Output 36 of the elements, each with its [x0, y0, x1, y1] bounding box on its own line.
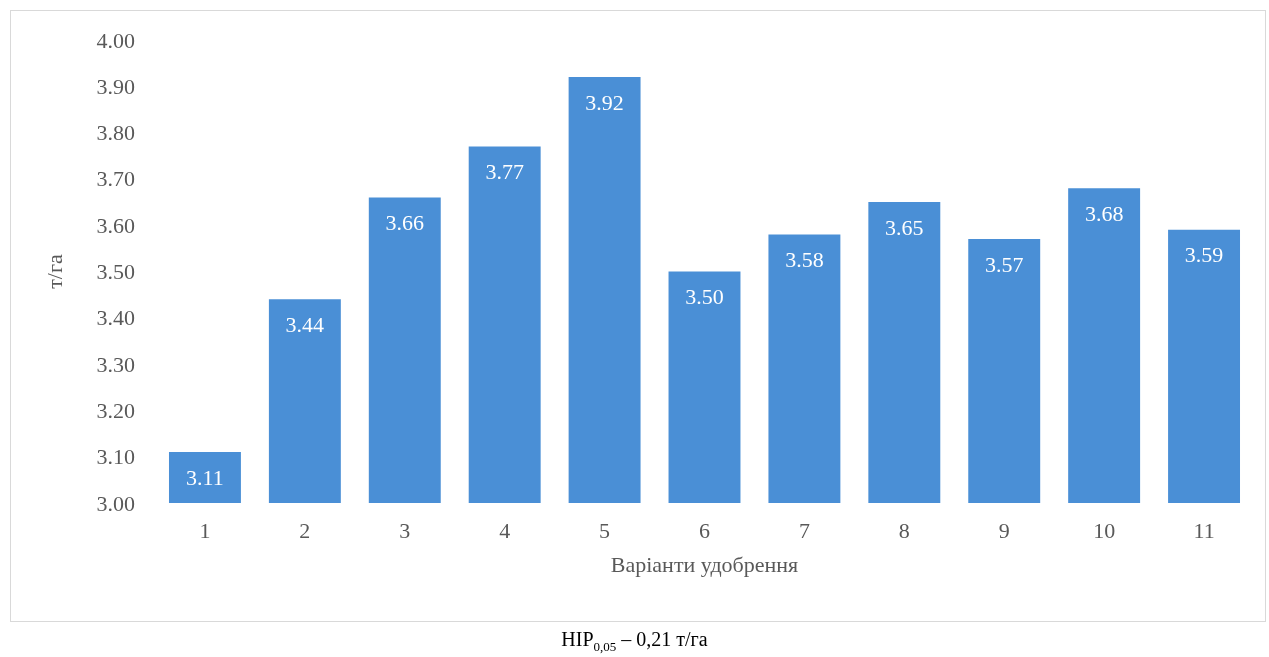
x-tick-label: 4 — [499, 517, 511, 543]
data-label: 3.50 — [685, 284, 724, 309]
data-label: 3.58 — [785, 246, 824, 272]
x-axis-title: Варіанти удобрення — [610, 551, 799, 577]
y-tick-label: 3.00 — [96, 490, 135, 516]
y-tick-label: 3.40 — [96, 305, 135, 331]
x-tick-label: 10 — [1093, 517, 1116, 543]
y-tick-label: 3.90 — [96, 73, 135, 99]
x-tick-label: 2 — [299, 517, 311, 543]
x-tick-label: 3 — [399, 517, 411, 543]
y-tick-label: 3.80 — [96, 120, 135, 146]
x-tick-label: 8 — [898, 517, 910, 543]
x-tick-label: 6 — [699, 517, 710, 543]
data-label: 3.57 — [984, 251, 1024, 277]
y-tick-label: 4.00 — [96, 27, 135, 53]
y-tick-label: 3.10 — [96, 444, 135, 470]
data-label: 3.92 — [585, 89, 624, 115]
data-label: 3.68 — [1084, 200, 1124, 226]
x-tick-label: 5 — [599, 517, 611, 543]
data-label: 3.66 — [385, 209, 425, 235]
x-tick-label: 9 — [998, 517, 1010, 543]
data-label: 3.77 — [485, 158, 524, 184]
text: НІР$_{0,05}$ – 0,21 т/га — [560, 628, 709, 655]
y-tick-label: 3.20 — [96, 397, 135, 423]
y-tick-label: 3.30 — [96, 351, 135, 377]
y-tick-label: 3.70 — [96, 166, 135, 192]
data-label: 3.59 — [1184, 242, 1224, 268]
y-axis-title: т/га — [41, 254, 67, 289]
y-tick-label: 3.50 — [96, 259, 135, 284]
x-tick-label: 7 — [798, 517, 810, 543]
data-label: 3.65 — [885, 214, 924, 240]
x-tick-label: 11 — [1193, 517, 1215, 543]
y-tick-label: 3.60 — [96, 212, 135, 238]
x-tick-label: 1 — [199, 517, 211, 543]
data-label: 3.44 — [285, 311, 325, 337]
data-label: 3.11 — [186, 464, 224, 490]
